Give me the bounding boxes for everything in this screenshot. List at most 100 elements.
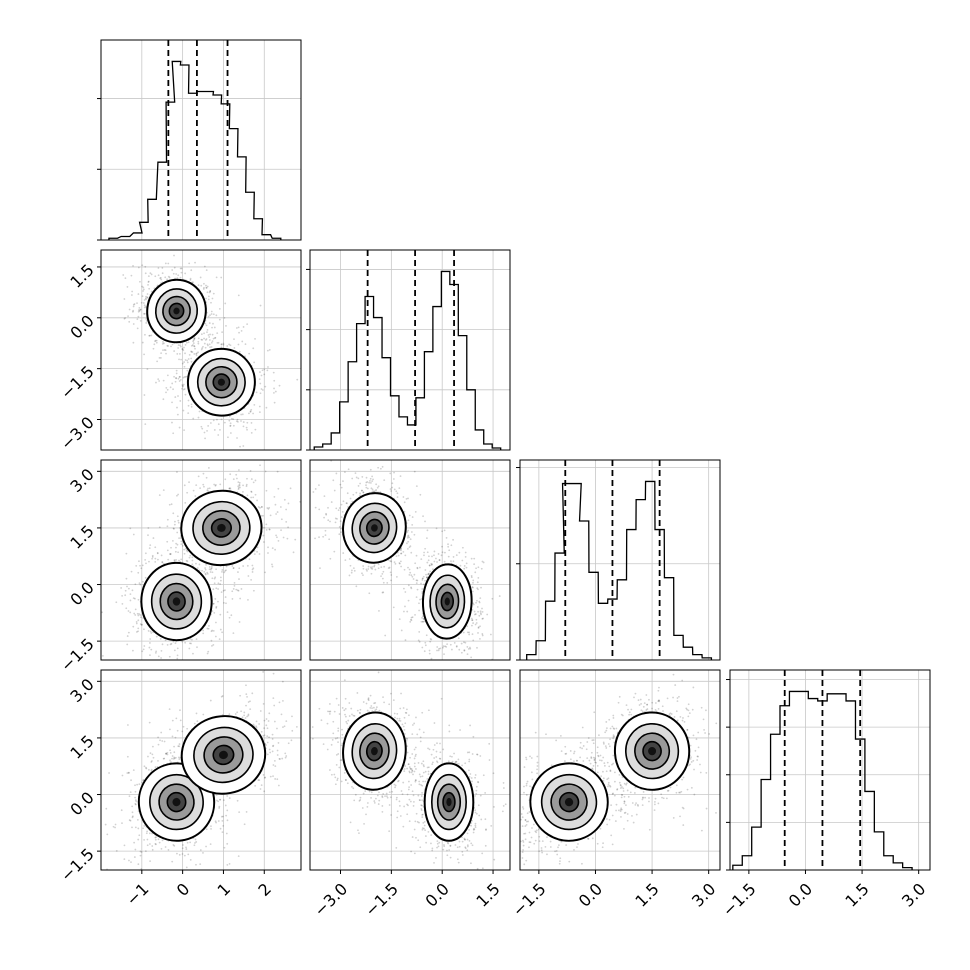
sample-point: [149, 544, 152, 547]
sample-point: [215, 605, 218, 608]
sample-point: [166, 525, 169, 528]
sample-point: [333, 489, 336, 492]
sample-point: [189, 554, 192, 557]
sample-point: [123, 298, 126, 300]
sample-point: [231, 598, 234, 600]
sample-point: [245, 485, 248, 488]
sample-point: [200, 284, 203, 287]
sample-point: [157, 378, 160, 380]
sample-point: [128, 320, 131, 323]
sample-point: [322, 535, 325, 538]
sample-point: [205, 828, 208, 831]
sample-point: [216, 341, 219, 344]
sample-point: [166, 643, 169, 646]
sample-point: [348, 574, 351, 577]
sample-point: [430, 657, 433, 660]
sample-point: [241, 340, 244, 343]
sample-point: [140, 851, 143, 853]
sample-point: [478, 614, 481, 617]
sample-point: [144, 265, 147, 268]
sample-point: [290, 739, 293, 742]
sample-point: [425, 576, 428, 579]
sample-point: [338, 507, 341, 509]
sample-point: [171, 755, 174, 757]
sample-point: [140, 301, 143, 304]
sample-point: [253, 455, 255, 457]
sample-point: [207, 425, 210, 427]
sample-point: [177, 344, 180, 347]
sample-point: [486, 613, 489, 616]
sample-point: [334, 517, 337, 520]
sample-point: [250, 578, 253, 581]
sample-point: [421, 579, 424, 581]
sample-point: [225, 814, 228, 817]
sample-point: [208, 568, 211, 571]
sample-point: [127, 610, 130, 612]
sample-point: [238, 350, 241, 353]
sample-point: [125, 552, 128, 555]
sample-point: [381, 577, 384, 580]
sample-point: [366, 487, 369, 490]
sample-point: [146, 296, 149, 299]
sample-point: [239, 597, 242, 600]
sample-point: [393, 488, 396, 491]
sample-point: [184, 641, 187, 644]
sample-point: [373, 490, 375, 493]
sample-point: [191, 351, 194, 353]
sample-point: [268, 506, 271, 509]
sample-point: [170, 546, 172, 549]
sample-point: [210, 827, 212, 830]
sample-point: [174, 396, 177, 398]
sample-point: [122, 274, 125, 276]
sample-point: [212, 313, 215, 316]
sample-point: [312, 491, 315, 493]
sample-point: [173, 350, 176, 352]
sample-point: [144, 552, 147, 555]
sample-point: [133, 612, 136, 615]
sample-point: [387, 567, 390, 570]
sample-point: [433, 550, 436, 553]
sample-point: [205, 286, 208, 289]
sample-point: [410, 531, 413, 533]
sample-point: [390, 574, 393, 576]
sample-point: [391, 482, 394, 485]
sample-point: [161, 342, 164, 345]
sample-point: [246, 494, 249, 497]
sample-point: [120, 587, 123, 589]
sample-point: [182, 383, 185, 386]
sample-point: [204, 322, 207, 325]
sample-point: [207, 467, 210, 469]
sample-point: [202, 629, 205, 632]
sample-point: [430, 638, 433, 641]
sample-point: [173, 266, 176, 269]
sample-point: [466, 653, 469, 656]
sample-point: [225, 832, 228, 835]
sample-point: [145, 562, 147, 565]
sample-point: [151, 554, 154, 557]
sample-point: [203, 342, 206, 345]
sample-point: [191, 638, 193, 641]
sample-point: [138, 306, 141, 309]
sample-point: [415, 485, 418, 488]
sample-point: [319, 567, 321, 570]
sample-point: [168, 503, 171, 506]
sample-point: [206, 285, 209, 288]
sample-point: [435, 557, 437, 560]
sample-point: [225, 569, 227, 572]
sample-point: [239, 445, 241, 448]
sample-point: [181, 348, 184, 351]
sample-point: [271, 547, 274, 550]
sample-point: [284, 752, 287, 755]
sample-point: [273, 720, 276, 723]
density-contour: [212, 373, 231, 392]
sample-point: [175, 377, 178, 380]
sample-point: [125, 607, 128, 610]
sample-point: [277, 487, 280, 490]
sample-point: [359, 482, 361, 485]
sample-point: [206, 571, 209, 574]
sample-point: [327, 506, 329, 509]
sample-point: [199, 849, 202, 851]
sample-point: [165, 752, 168, 755]
sample-point: [263, 373, 266, 376]
sample-point: [126, 635, 129, 637]
